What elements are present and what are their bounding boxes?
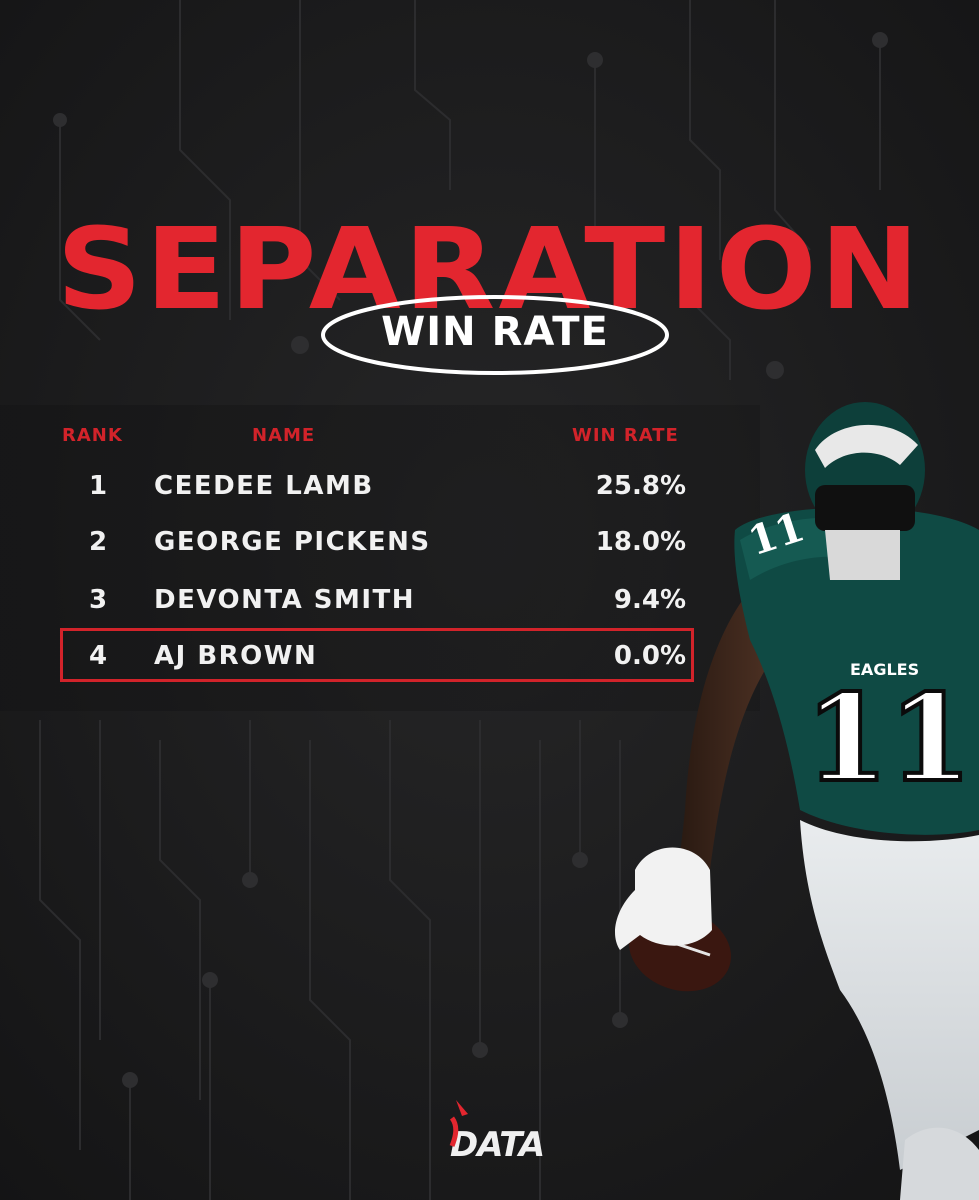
row-win-rate: 9.4% xyxy=(613,585,686,615)
football-player-image: 11 EAGLES 11 xyxy=(615,402,979,1200)
rankings-panel xyxy=(0,405,760,711)
table-row-highlighted: 4 AJ BROWN 0.0% xyxy=(0,634,720,678)
row-rank: 4 xyxy=(88,641,108,671)
row-win-rate: 18.0% xyxy=(595,527,686,557)
row-rank: 3 xyxy=(88,585,108,615)
graphic-subtitle: WIN RATE xyxy=(381,309,609,355)
row-win-rate: 0.0% xyxy=(613,641,686,671)
row-name: GEORGE PICKENS xyxy=(154,527,431,557)
table-row: 2 GEORGE PICKENS 18.0% xyxy=(0,520,720,564)
row-rank: 1 xyxy=(88,471,108,501)
graphic-title: SEPARATION xyxy=(56,205,923,335)
row-rank: 2 xyxy=(88,527,108,557)
jersey-team-text: EAGLES xyxy=(850,660,919,679)
header-name: NAME xyxy=(252,425,316,446)
row-win-rate: 25.8% xyxy=(595,471,686,501)
data-logo-icon: DATA xyxy=(449,1100,545,1165)
logo-text: DATA xyxy=(450,1125,544,1165)
row-name: AJ BROWN xyxy=(154,641,318,671)
row-name: CEEDEE LAMB xyxy=(154,471,374,501)
highlighted-row-box xyxy=(60,628,694,682)
table-row: 1 CEEDEE LAMB 25.8% xyxy=(0,464,720,508)
jersey-number: 11 xyxy=(805,668,972,809)
header-win-rate: WIN RATE xyxy=(572,425,679,446)
table-row: 3 DEVONTA SMITH 9.4% xyxy=(0,578,720,622)
ellipse-ring-icon xyxy=(321,295,669,375)
row-name: DEVONTA SMITH xyxy=(154,585,416,615)
subtitle-badge: WIN RATE xyxy=(318,292,672,378)
header-rank: RANK xyxy=(62,425,123,446)
